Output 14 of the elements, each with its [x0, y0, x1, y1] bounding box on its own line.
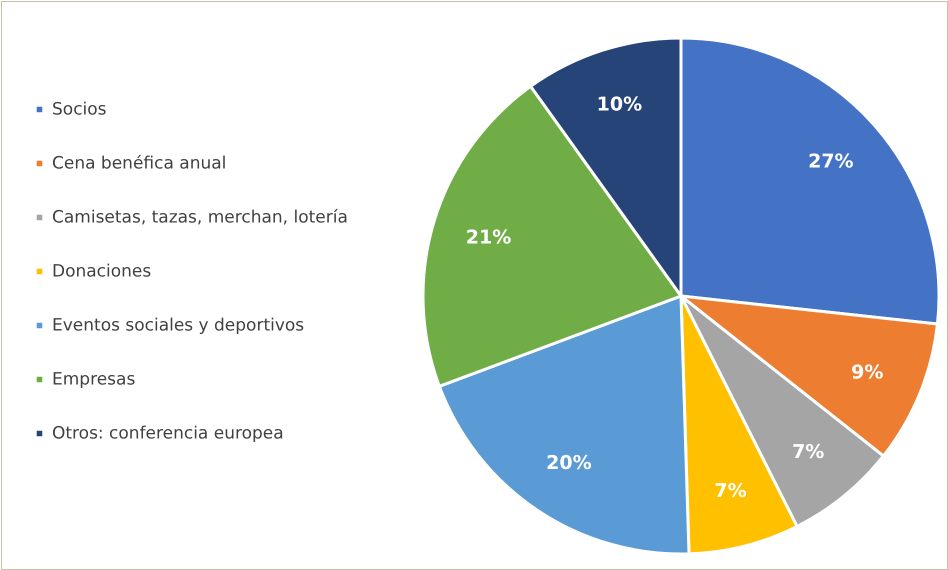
legend-label: Otros: conferencia europea	[52, 424, 284, 444]
legend-label: Donaciones	[52, 262, 152, 282]
data-label: 7%	[714, 480, 747, 502]
legend-label: Cena benéfica anual	[52, 154, 226, 174]
legend-label: Socios	[52, 100, 107, 120]
legend-label: Camisetas, tazas, merchan, lotería	[52, 208, 348, 228]
data-label: 27%	[808, 150, 854, 173]
data-label: 7%	[792, 440, 824, 463]
data-label: 9%	[851, 361, 884, 384]
data-label: 20%	[546, 452, 592, 474]
legend-label: Empresas	[52, 370, 136, 390]
legend-label: Eventos sociales y deportivos	[52, 316, 304, 336]
data-label: 10%	[596, 93, 642, 116]
data-label: 21%	[466, 226, 512, 248]
